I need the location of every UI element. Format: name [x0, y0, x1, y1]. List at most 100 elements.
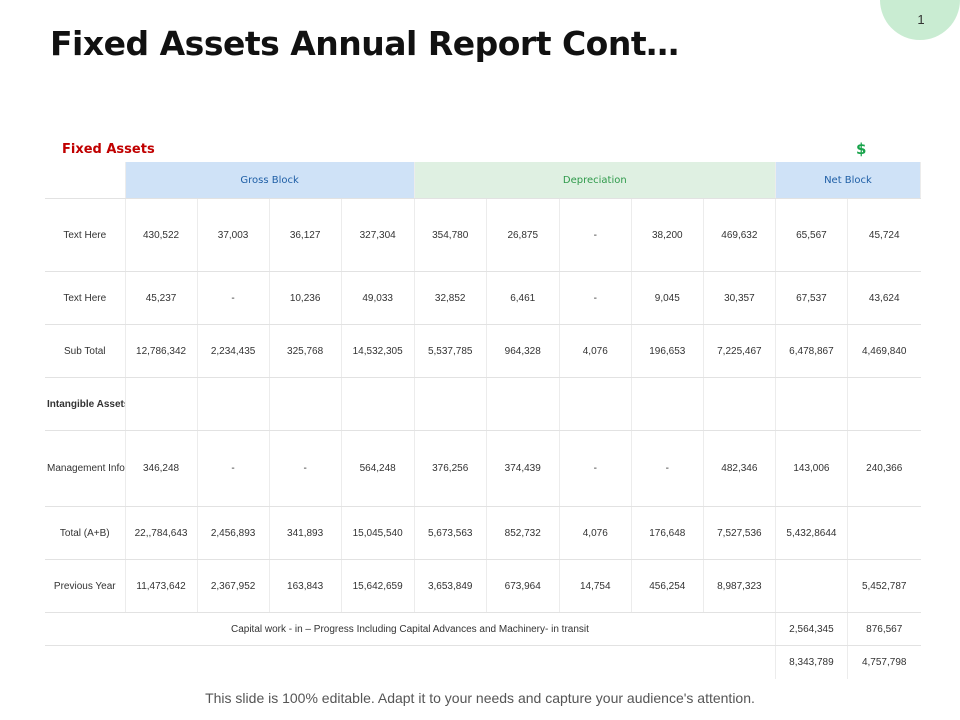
- cell: [703, 377, 776, 431]
- table-row: Intangible Assets (B): [45, 377, 921, 431]
- row-label: Management Information Systems: [45, 430, 126, 507]
- cell: 4,076: [559, 324, 632, 378]
- table-row: Previous Year 11,473,642 2,367,952 163,8…: [45, 559, 921, 613]
- cell: 45,237: [125, 271, 198, 325]
- cell: 49,033: [341, 271, 415, 325]
- cell: 11,473,642: [125, 559, 198, 613]
- group-header-row: Gross Block Depreciation Net Block: [45, 162, 922, 199]
- cell: 5,452,787: [847, 559, 921, 613]
- cell: 32,852: [414, 271, 487, 325]
- cell: 45,724: [847, 198, 921, 272]
- cell: -: [197, 271, 270, 325]
- cell: -: [559, 198, 632, 272]
- cell: [486, 377, 560, 431]
- cell: 6,461: [486, 271, 560, 325]
- table-row: Total (A+B) 22,,784,643 2,456,893 341,89…: [45, 506, 921, 560]
- cell: 15,642,659: [341, 559, 415, 613]
- cell: 341,893: [269, 506, 342, 560]
- row-label: Sub Total: [45, 324, 126, 378]
- cell: [775, 559, 848, 613]
- row-label: Text Here: [45, 198, 126, 272]
- footer-note: This slide is 100% editable. Adapt it to…: [205, 690, 755, 706]
- cell: 374,439: [486, 430, 560, 507]
- row-label: Text Here: [45, 271, 126, 325]
- cell: 325,768: [269, 324, 342, 378]
- cell: 43,624: [847, 271, 921, 325]
- cell: 7,225,467: [703, 324, 776, 378]
- cell: [414, 377, 487, 431]
- cell: 5,537,785: [414, 324, 487, 378]
- cell: 469,632: [703, 198, 776, 272]
- cell: 14,754: [559, 559, 632, 613]
- cell: 354,780: [414, 198, 487, 272]
- capital-work-row: Capital work - in – Progress Including C…: [45, 612, 921, 646]
- cell: 163,843: [269, 559, 342, 613]
- cell: 30,357: [703, 271, 776, 325]
- cell: [125, 377, 198, 431]
- grand-total-spacer: [45, 645, 776, 679]
- cell: 8,987,323: [703, 559, 776, 613]
- cell: 14,532,305: [341, 324, 415, 378]
- cell: [197, 377, 270, 431]
- cell: [847, 377, 921, 431]
- capital-work-label: Capital work - in – Progress Including C…: [45, 612, 776, 646]
- row-label: Intangible Assets (B): [45, 377, 126, 431]
- cell: 673,964: [486, 559, 560, 613]
- cell: 5,673,563: [414, 506, 487, 560]
- cell: 15,045,540: [341, 506, 415, 560]
- cell: [269, 377, 342, 431]
- header-depreciation: Depreciation: [414, 162, 776, 199]
- cell: [775, 377, 848, 431]
- table-row: Text Here 430,522 37,003 36,127 327,304 …: [45, 198, 921, 272]
- cell: -: [631, 430, 704, 507]
- cell: [559, 377, 632, 431]
- cell: 2,564,345: [775, 612, 848, 646]
- cell: 26,875: [486, 198, 560, 272]
- currency-symbol: $: [856, 140, 867, 158]
- fixed-assets-table: Gross Block Depreciation Net Block Text …: [45, 162, 922, 679]
- cell: 4,469,840: [847, 324, 921, 378]
- grand-total-row: 8,343,789 4,757,798: [45, 645, 921, 679]
- cell: 176,648: [631, 506, 704, 560]
- cell: 3,653,849: [414, 559, 487, 613]
- cell: 852,732: [486, 506, 560, 560]
- cell: -: [269, 430, 342, 507]
- table-row: Management Information Systems 346,248 -…: [45, 430, 921, 507]
- cell: 10,236: [269, 271, 342, 325]
- cell: -: [559, 271, 632, 325]
- table-caption: Fixed Assets: [62, 142, 155, 157]
- cell: 564,248: [341, 430, 415, 507]
- row-label: Previous Year: [45, 559, 126, 613]
- cell: 8,343,789: [775, 645, 848, 679]
- cell: [847, 506, 921, 560]
- cell: 5,432,8644: [775, 506, 848, 560]
- cell: 22,,784,643: [125, 506, 198, 560]
- cell: 482,346: [703, 430, 776, 507]
- page-number: 1: [917, 12, 925, 27]
- cell: 2,456,893: [197, 506, 270, 560]
- cell: 65,567: [775, 198, 848, 272]
- cell: 376,256: [414, 430, 487, 507]
- row-label: Total (A+B): [45, 506, 126, 560]
- cell: 38,200: [631, 198, 704, 272]
- cell: -: [559, 430, 632, 507]
- cell: 430,522: [125, 198, 198, 272]
- table-row: Sub Total 12,786,342 2,234,435 325,768 1…: [45, 324, 921, 378]
- header-gross-block: Gross Block: [125, 162, 415, 199]
- cell: 37,003: [197, 198, 270, 272]
- cell: 2,367,952: [197, 559, 270, 613]
- cell: 346,248: [125, 430, 198, 507]
- table-row: Text Here 45,237 - 10,236 49,033 32,852 …: [45, 271, 921, 325]
- cell: 4,757,798: [861, 656, 907, 668]
- header-net-block: Net Block: [775, 162, 922, 199]
- cell: 36,127: [269, 198, 342, 272]
- cell: 67,537: [775, 271, 848, 325]
- cell: 143,006: [775, 430, 848, 507]
- cell: 4,076: [559, 506, 632, 560]
- cell: -: [197, 430, 270, 507]
- cell: 327,304: [341, 198, 415, 272]
- cell: 2,234,435: [197, 324, 270, 378]
- cell: 7,527,536: [703, 506, 776, 560]
- cell: 9,045: [631, 271, 704, 325]
- cell: [631, 377, 704, 431]
